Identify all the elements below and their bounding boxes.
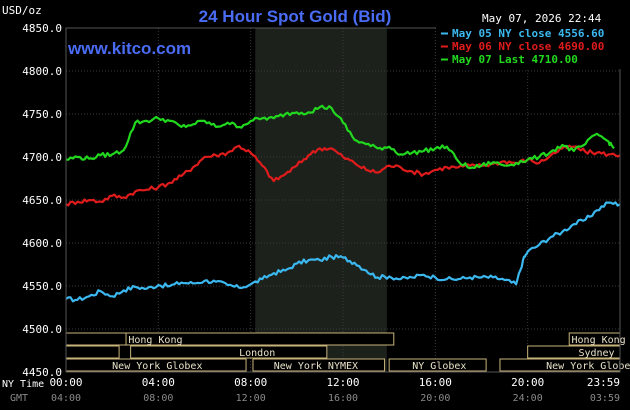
x-tick-label-ny: 04:00 — [142, 376, 175, 389]
source-watermark: www.kitco.com — [67, 39, 191, 58]
chart-title: 24 Hour Spot Gold (Bid) — [199, 7, 392, 26]
x-tick-label-ny: 00:00 — [49, 376, 82, 389]
y-tick-label: 4650.0 — [22, 194, 62, 207]
y-axis-unit: USD/oz — [2, 4, 42, 17]
session-label: Hong Kong — [128, 335, 182, 346]
x-tick-label-ny: 20:00 — [511, 376, 544, 389]
session-label: NY Globex — [412, 361, 466, 372]
y-tick-label: 4450.0 — [22, 366, 62, 379]
plot-frame — [65, 27, 621, 373]
y-tick-label: 4800.0 — [22, 65, 62, 78]
session-bar — [388, 358, 487, 372]
x-tick-label-gmt: 03:59 — [590, 393, 620, 404]
x-tick-label-ny: 23:59 — [587, 376, 620, 389]
x-tick-label-gmt: 16:00 — [328, 393, 358, 404]
legend-entry: May 05 NY close 4556.60 — [452, 27, 604, 40]
chart-timestamp: May 07, 2026 22:44 — [482, 12, 602, 25]
x-tick-label-gmt: 08:00 — [143, 393, 173, 404]
y-tick-label: 4750.0 — [22, 108, 62, 121]
x-tick-label-ny: 08:00 — [234, 376, 267, 389]
x-axis-gmt-label: GMT — [10, 393, 28, 404]
legend-entry: May 06 NY close 4690.00 — [452, 40, 604, 53]
session-bar — [65, 345, 120, 359]
session-label: New York Globex — [546, 361, 630, 372]
session-label: London — [239, 348, 275, 359]
session-label: Hong Kong — [572, 335, 626, 346]
series-line — [65, 201, 621, 303]
session-bar — [65, 332, 127, 346]
session-bar — [252, 358, 386, 372]
series-line — [65, 104, 615, 170]
series-lines — [65, 104, 621, 303]
x-tick-label-gmt: 04:00 — [51, 393, 81, 404]
y-tick-label: 4700.0 — [22, 151, 62, 164]
x-tick-label-gmt: 24:00 — [513, 393, 543, 404]
session-label: New York NYMEX — [274, 361, 358, 372]
x-tick-label-ny: 16:00 — [419, 376, 452, 389]
y-tick-label: 4850.0 — [22, 22, 62, 35]
x-tick-label-gmt: 20:00 — [420, 393, 450, 404]
x-axis-ny-label: NY Time — [2, 379, 44, 390]
session-bar — [130, 345, 328, 359]
y-tick-label: 4500.0 — [22, 323, 62, 336]
session-label: Sydney — [578, 348, 614, 359]
y-tick-label: 4600.0 — [22, 237, 62, 250]
x-tick-label-ny: 12:00 — [326, 376, 359, 389]
session-label: New York Globex — [112, 361, 202, 372]
market-sessions: Hong Kong Hong Kong London Sydney New York G… — [65, 332, 630, 372]
x-tick-label-gmt: 12:00 — [236, 393, 266, 404]
legend-box — [436, 25, 624, 69]
y-tick-label: 4550.0 — [22, 280, 62, 293]
legend-entry: May 07 Last 4710.00 — [452, 53, 578, 66]
axes: 4850.0 4800.0 4750.0 4700.0 4650.0 4600.0 4550… — [22, 22, 621, 404]
